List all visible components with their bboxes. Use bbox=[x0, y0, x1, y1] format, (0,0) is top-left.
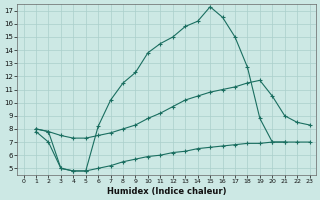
X-axis label: Humidex (Indice chaleur): Humidex (Indice chaleur) bbox=[107, 187, 226, 196]
